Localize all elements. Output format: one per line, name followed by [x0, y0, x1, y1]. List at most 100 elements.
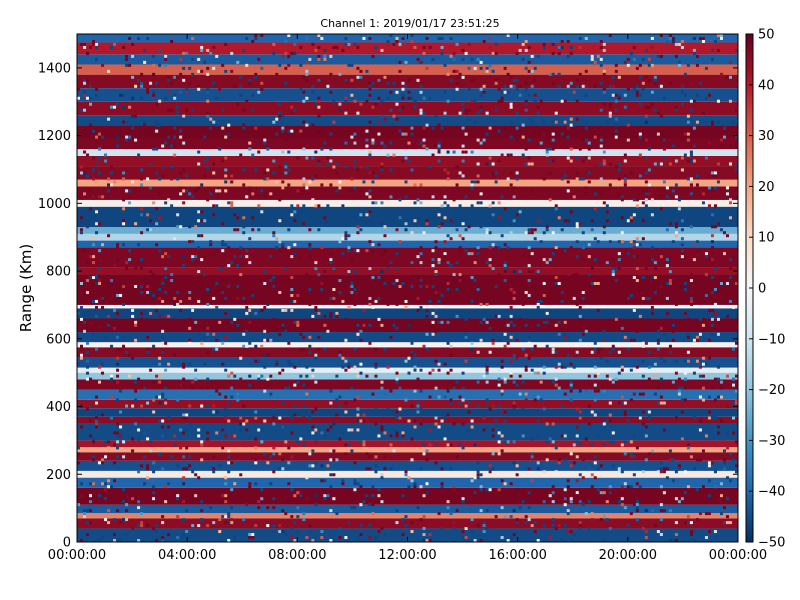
- speckle-cell: [140, 512, 144, 516]
- speckle-cell: [152, 201, 156, 205]
- speckle-cell: [662, 509, 666, 513]
- speckle-cell: [677, 467, 681, 471]
- speckle-cell: [86, 341, 90, 345]
- speckle-cell: [638, 314, 642, 318]
- speckle-cell: [176, 464, 180, 468]
- speckle-cell: [515, 51, 519, 55]
- speckle-cell: [230, 518, 234, 522]
- speckle-cell: [728, 299, 732, 303]
- speckle-cell: [302, 177, 306, 181]
- speckle-cell: [575, 290, 579, 294]
- speckle-cell: [359, 329, 363, 333]
- speckle-cell: [260, 374, 264, 378]
- speckle-cell: [437, 261, 441, 265]
- speckle-cell: [287, 63, 291, 67]
- speckle-cell: [320, 183, 324, 187]
- speckle-cell: [218, 413, 222, 417]
- speckle-cell: [182, 264, 186, 268]
- speckle-cell: [701, 317, 705, 321]
- speckle-cell: [431, 311, 435, 315]
- speckle-cell: [410, 341, 414, 345]
- speckle-cell: [479, 488, 483, 492]
- speckle-cell: [224, 296, 228, 300]
- speckle-cell: [80, 42, 83, 46]
- speckle-cell: [245, 63, 249, 67]
- speckle-cell: [86, 350, 90, 354]
- speckle-cell: [590, 282, 594, 286]
- speckle-cell: [305, 69, 309, 73]
- speckle-cell: [206, 99, 210, 103]
- speckle-cell: [461, 216, 465, 220]
- speckle-cell: [380, 323, 384, 327]
- speckle-cell: [470, 518, 474, 522]
- speckle-cell: [131, 404, 135, 408]
- speckle-cell: [704, 273, 708, 277]
- speckle-cell: [581, 458, 585, 462]
- speckle-cell: [152, 93, 156, 97]
- speckle-cell: [149, 290, 153, 294]
- speckle-cell: [557, 282, 561, 286]
- speckle-cell: [290, 431, 294, 435]
- speckle-cell: [611, 93, 615, 97]
- speckle-cell: [140, 404, 144, 408]
- speckle-cell: [137, 524, 141, 528]
- speckle-cell: [215, 204, 219, 208]
- speckle-cell: [266, 461, 270, 465]
- speckle-cell: [353, 530, 357, 534]
- speckle-cell: [116, 509, 120, 513]
- speckle-cell: [155, 129, 159, 133]
- speckle-cell: [407, 476, 411, 480]
- speckle-cell: [449, 353, 453, 357]
- speckle-cell: [647, 416, 651, 420]
- speckle-cell: [131, 96, 135, 100]
- speckle-cell: [446, 204, 450, 208]
- speckle-cell: [735, 48, 738, 52]
- speckle-cell: [719, 410, 723, 414]
- speckle-cell: [449, 344, 453, 348]
- speckle-cell: [665, 282, 669, 286]
- speckle-cell: [239, 473, 243, 477]
- speckle-cell: [290, 515, 294, 519]
- speckle-cell: [515, 78, 519, 82]
- speckle-cell: [86, 96, 90, 100]
- speckle-cell: [350, 290, 354, 294]
- speckle-cell: [98, 365, 102, 369]
- speckle-cell: [590, 210, 594, 214]
- speckle-cell: [641, 81, 645, 85]
- speckle-cell: [287, 362, 291, 366]
- speckle-cell: [485, 231, 489, 235]
- colorbar-tick-label: −40: [758, 485, 785, 500]
- speckle-cell: [707, 410, 711, 414]
- speckle-cell: [701, 192, 705, 196]
- speckle-cell: [275, 117, 279, 121]
- speckle-cell: [641, 219, 645, 223]
- speckle-cell: [401, 494, 405, 498]
- speckle-cell: [182, 431, 186, 435]
- speckle-cell: [461, 386, 465, 390]
- speckle-cell: [701, 323, 705, 327]
- speckle-cell: [569, 539, 573, 542]
- speckle-cell: [476, 180, 480, 184]
- speckle-cell: [320, 464, 324, 468]
- speckle-cell: [215, 54, 219, 58]
- speckle-cell: [329, 258, 333, 262]
- speckle-cell: [428, 539, 432, 542]
- speckle-cell: [290, 255, 294, 259]
- speckle-cell: [257, 377, 261, 381]
- speckle-cell: [551, 350, 555, 354]
- speckle-cell: [143, 120, 147, 124]
- speckle-cell: [107, 314, 111, 318]
- speckle-cell: [527, 341, 531, 345]
- speckle-cell: [596, 282, 600, 286]
- speckle-cell: [476, 524, 480, 528]
- speckle-cell: [686, 485, 690, 489]
- speckle-cell: [620, 503, 624, 507]
- speckle-cell: [563, 174, 567, 178]
- speckle-cell: [722, 252, 726, 256]
- speckle-cell: [512, 440, 516, 444]
- speckle-cell: [278, 282, 282, 286]
- speckle-cell: [629, 398, 633, 402]
- speckle-cell: [320, 147, 324, 151]
- speckle-cell: [380, 141, 384, 145]
- speckle-cell: [407, 419, 411, 423]
